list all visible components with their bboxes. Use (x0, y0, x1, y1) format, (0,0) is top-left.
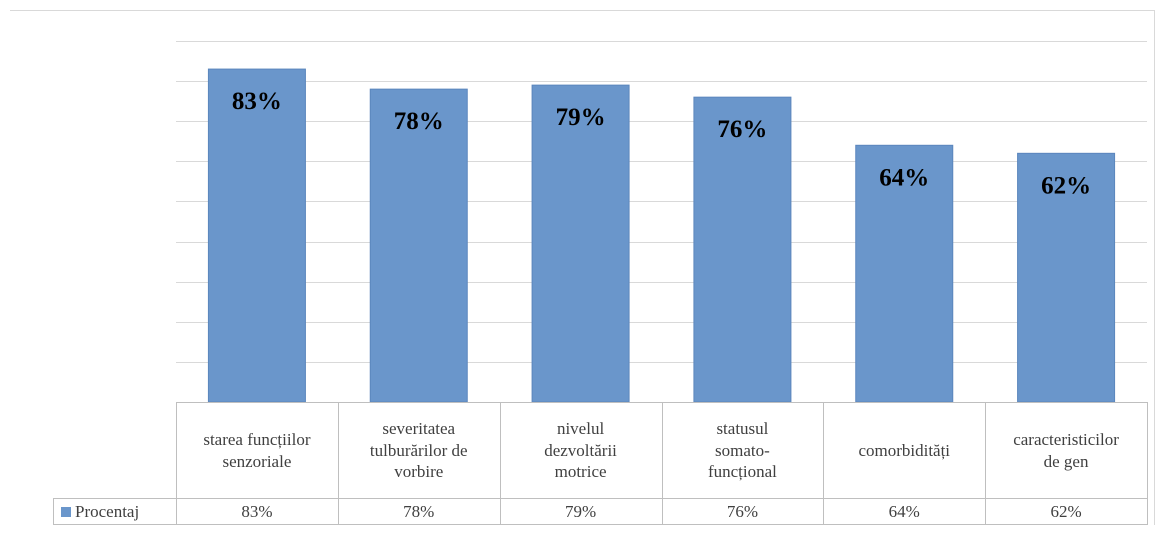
legend-label: Procentaj (75, 501, 140, 521)
table-value: 83% (241, 501, 273, 521)
category-label: starea funcțiilor senzoriale (203, 429, 311, 471)
gridlines (176, 41, 1147, 363)
category-label: statusul somato-funcțional (707, 418, 777, 482)
category-label: comorbidități (858, 440, 951, 460)
data-table-lines (53, 402, 1148, 525)
data-label: 64% (879, 164, 929, 191)
legend-key: Procentaj (61, 499, 139, 524)
data-label: 62% (1041, 172, 1091, 199)
legend-swatch (61, 506, 71, 517)
category-label: severitatea tulburărilor de vorbire (369, 418, 468, 482)
bar (207, 68, 306, 403)
data-labels: 83% 78% 79% 76% 64% 62% (232, 88, 1091, 199)
bar (531, 84, 630, 403)
table-value: 78% (403, 501, 435, 521)
table-value: 79% (564, 501, 597, 521)
category-label: nivelul dezvoltării motrice (544, 418, 617, 482)
bar (1017, 152, 1116, 403)
data-label: 83% (232, 88, 282, 115)
table-value: 64% (888, 501, 920, 521)
data-label: 79% (556, 104, 606, 131)
bar (693, 96, 792, 403)
category-label: caracteristicilor de gen (1013, 429, 1119, 471)
chart-frame (10, 10, 1155, 525)
bar (369, 88, 468, 403)
data-label: 78% (394, 108, 444, 135)
table-value: 76% (726, 501, 758, 521)
bars (207, 68, 1116, 403)
table-value: 62% (1050, 501, 1082, 521)
bar (855, 144, 954, 403)
data-label: 76% (717, 116, 767, 143)
